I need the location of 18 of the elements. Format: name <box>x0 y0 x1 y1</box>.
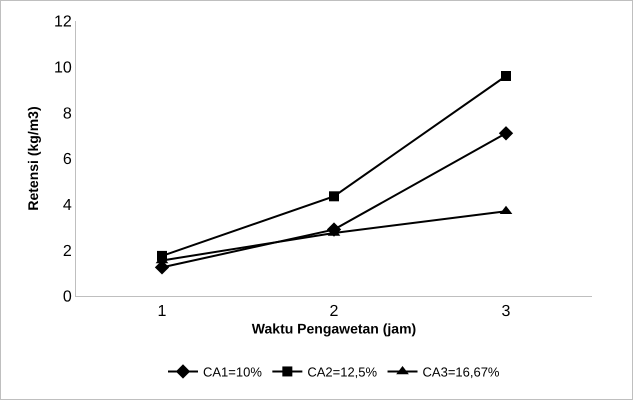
point <box>501 71 511 81</box>
y-tick-label: 6 <box>62 151 72 168</box>
y-axis-title: Retensi (kg/m3) <box>25 106 41 211</box>
legend-label: CA1=10% <box>203 364 262 380</box>
x-tick-label: 2 <box>330 303 339 320</box>
legend-label: CA2=12,5% <box>307 364 378 380</box>
legend-label: CA3=16,67% <box>422 364 500 380</box>
point <box>329 191 339 202</box>
y-tick-label: 12 <box>54 14 72 31</box>
y-tick-label: 4 <box>62 196 72 214</box>
y-tick-label: 2 <box>62 242 72 260</box>
y-tick-label: 8 <box>62 105 72 122</box>
x-tick-label: 1 <box>158 303 167 320</box>
y-tick-label: 0 <box>62 288 72 306</box>
x-tick-label: 3 <box>502 303 511 320</box>
y-tick-label: 10 <box>54 59 72 76</box>
x-axis-title: Waktu Pengawetan (jam) <box>252 320 416 336</box>
point <box>498 126 514 140</box>
